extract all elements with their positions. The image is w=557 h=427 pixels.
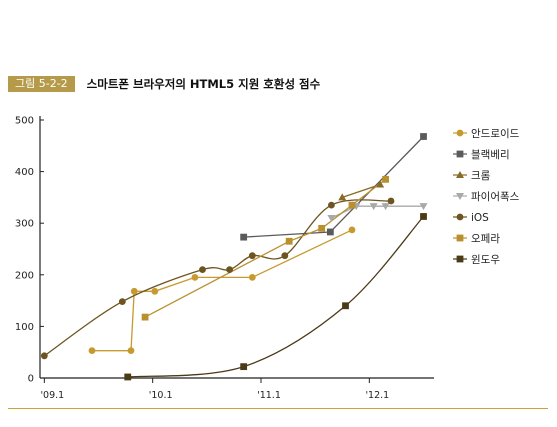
series-0-point — [127, 347, 135, 355]
figure-title: 스마트폰 브라우저의 HTML5 지원 호환성 점수 — [86, 77, 321, 91]
series-line-2 — [342, 183, 381, 199]
series-1-point — [420, 133, 427, 140]
series-3-point — [381, 203, 390, 211]
series-4-point — [328, 201, 335, 209]
series-markers — [40, 133, 428, 381]
series-lines — [43, 136, 424, 378]
series-4-point — [40, 352, 48, 360]
series-5-point — [318, 224, 326, 232]
series-3-point — [419, 203, 428, 211]
x-tick-label: '12.1 — [365, 390, 389, 401]
series-line-1 — [243, 136, 424, 238]
series-0-point — [88, 347, 96, 355]
legend-entry-label: 파이어폭스 — [471, 191, 520, 203]
y-tick-label: 400 — [15, 167, 34, 178]
x-tick-label: '09.1 — [40, 390, 64, 401]
legend-entry-label: 블랙베리 — [471, 149, 510, 161]
bottom-divider — [8, 408, 548, 409]
legend-entry-label: 오페라 — [471, 233, 500, 245]
chart-axes: 0 100 200 300 400 500 '09.1 '10.1 '11.1 '12.1 — [15, 116, 434, 401]
legend-swatch-marker — [456, 213, 464, 221]
series-3-point — [369, 203, 378, 211]
series-6-point — [124, 373, 132, 381]
series-0-point — [130, 287, 138, 295]
series-line-6 — [127, 216, 424, 378]
series-2-point — [376, 180, 385, 188]
series-4-point — [199, 266, 206, 274]
series-6-point — [240, 363, 248, 371]
series-4-point — [248, 252, 256, 260]
series-5-point — [382, 175, 389, 183]
figure-number-badge: 그림 5-2-2 — [8, 76, 75, 92]
series-4-point — [118, 298, 126, 306]
x-tick-label: '10.1 — [149, 390, 173, 401]
series-5-point — [348, 201, 356, 209]
legend-entry-label: 윈도우 — [471, 253, 500, 266]
y-tick-label: 500 — [15, 116, 34, 127]
legend-entry-label: 크롬 — [471, 170, 491, 182]
series-0-point — [248, 273, 256, 281]
y-tick-label: 0 — [28, 374, 34, 385]
series-0-point — [191, 273, 199, 281]
legend-swatch-marker — [456, 255, 464, 263]
legend-entry-label: 안드로이드 — [471, 128, 520, 140]
series-2-point — [338, 193, 347, 201]
series-3-point — [327, 215, 336, 223]
series-6-point — [420, 213, 427, 220]
y-tick-label: 300 — [15, 219, 34, 230]
legend-swatch-marker — [456, 129, 464, 137]
series-4-point — [226, 266, 233, 274]
series-5-point — [285, 237, 293, 245]
x-tick-label: '11.1 — [257, 390, 281, 401]
legend-swatch-marker — [456, 234, 464, 242]
series-6-point — [342, 302, 349, 310]
series-1-point — [326, 228, 334, 236]
series-0-point — [348, 226, 356, 234]
series-4-point — [281, 252, 289, 260]
legend-entry-label: iOS — [471, 212, 489, 224]
series-5-point — [141, 313, 149, 321]
legend-swatch-marker — [456, 171, 464, 178]
figure-header: 그림 5-2-2 스마트폰 브라우저의 HTML5 지원 호환성 점수 — [8, 76, 320, 92]
y-tick-label: 100 — [15, 322, 34, 333]
series-4-point — [387, 197, 395, 205]
legend-swatch-marker — [456, 193, 464, 200]
series-line-0 — [92, 229, 353, 352]
series-0-point — [151, 287, 159, 295]
y-tick-label: 200 — [15, 270, 34, 281]
series-1-point — [240, 233, 248, 241]
legend-swatch-marker — [456, 150, 464, 158]
